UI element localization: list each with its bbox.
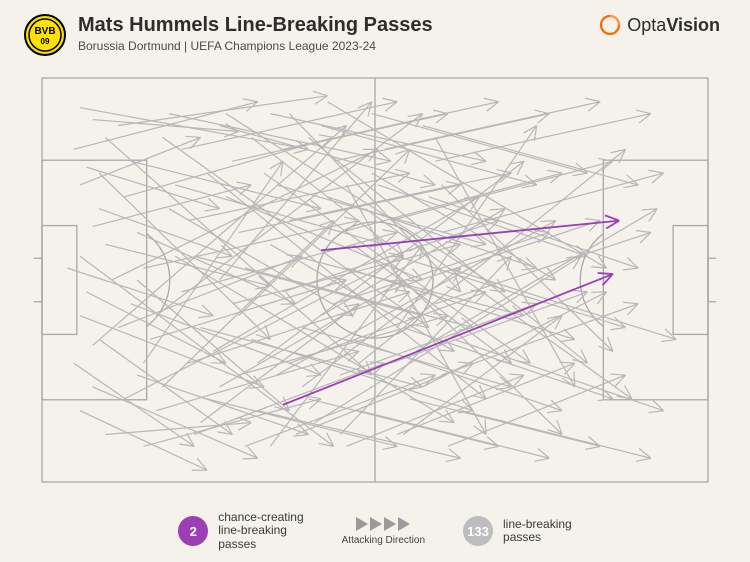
six-yard-box — [673, 226, 708, 335]
header-left: BVB 09 Mats Hummels Line-Breaking Passes… — [24, 14, 433, 56]
pass-line — [143, 399, 321, 447]
pass-line — [93, 185, 252, 227]
brand-text-bold: Vision — [666, 15, 720, 35]
legend-item-highlight: 2 chance-creating line-breaking passes — [178, 511, 303, 552]
penalty-area — [42, 160, 147, 400]
svg-text:09: 09 — [41, 37, 50, 46]
chart-title: Mats Hummels Line-Breaking Passes — [78, 14, 433, 37]
pass-line — [410, 399, 600, 447]
pass-line — [245, 375, 435, 446]
pass-line — [308, 137, 587, 363]
title-block: Mats Hummels Line-Breaking Passes Boruss… — [78, 14, 433, 53]
pass-line — [93, 126, 347, 346]
legend: 2 chance-creating line-breaking passes A… — [0, 511, 750, 552]
legend-badge-regular: 133 — [463, 516, 493, 546]
pass-line — [264, 173, 530, 363]
goal — [34, 258, 42, 301]
pass-line — [112, 149, 378, 280]
pass-line — [80, 411, 207, 470]
legend-label-highlight: chance-creating line-breaking passes — [218, 511, 303, 552]
pass-line — [74, 102, 258, 150]
pass-line — [80, 137, 201, 185]
pass-line — [67, 268, 213, 316]
pass-line — [105, 137, 371, 375]
pass-line — [194, 363, 384, 434]
chart-subtitle: Borussia Dortmund | UEFA Champions Leagu… — [78, 39, 433, 53]
pass-line — [163, 137, 429, 327]
pass-line — [461, 411, 651, 459]
pass-line — [175, 185, 384, 244]
brand-logo: OptaVision — [599, 14, 720, 36]
pass-line — [182, 102, 398, 150]
pass-line — [105, 244, 270, 286]
pass-line — [448, 375, 626, 446]
penalty-area — [603, 160, 708, 400]
direction-label: Attacking Direction — [342, 535, 425, 546]
pass-line — [346, 185, 486, 435]
legend-label-regular: line-breaking passes — [503, 518, 572, 546]
pass-line — [454, 339, 663, 410]
pass-line — [80, 316, 264, 387]
brand-text-light: Opta — [627, 15, 666, 35]
team-badge-icon: BVB 09 — [24, 14, 66, 56]
pitch-panel — [34, 70, 716, 490]
attacking-direction: Attacking Direction — [342, 517, 425, 546]
six-yard-box — [42, 226, 77, 335]
graphic-root: BVB 09 Mats Hummels Line-Breaking Passes… — [0, 0, 750, 562]
pass-line — [169, 114, 391, 162]
pass-line — [270, 244, 454, 351]
goal — [708, 258, 716, 301]
header: BVB 09 Mats Hummels Line-Breaking Passes… — [0, 0, 750, 62]
legend-badge-highlight: 2 — [178, 516, 208, 546]
pass-line — [220, 102, 372, 280]
pass-line — [169, 209, 353, 316]
pass-line — [327, 102, 606, 268]
legend-item-regular: 133 line-breaking passes — [463, 516, 572, 546]
pass-line — [258, 411, 461, 459]
svg-text:BVB: BVB — [34, 26, 55, 37]
pass-line — [391, 161, 613, 220]
pass-line — [359, 411, 549, 459]
pass-line — [283, 102, 499, 150]
pass-line — [86, 292, 226, 363]
pass-line — [86, 167, 219, 209]
pass-line — [270, 114, 486, 162]
brand-icon — [599, 14, 621, 36]
direction-arrows-icon — [356, 517, 410, 531]
pitch-svg — [34, 70, 716, 490]
brand-text: OptaVision — [627, 15, 720, 36]
pass-line — [156, 351, 359, 410]
